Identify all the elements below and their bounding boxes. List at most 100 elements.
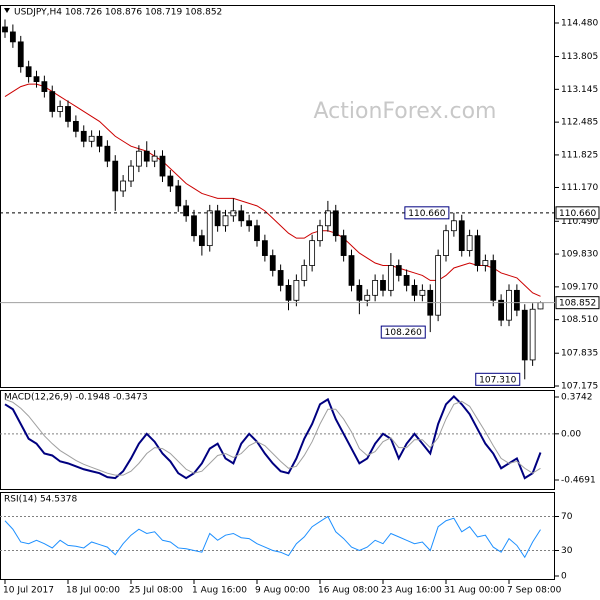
- candle-body: [332, 210, 339, 237]
- y-tick-label: -0.4691: [561, 476, 596, 486]
- candle-body: [96, 135, 103, 147]
- x-tick-label: 18 Jul 00:00: [66, 586, 120, 596]
- candle-body: [175, 185, 182, 207]
- x-tick-label: 7 Sep 08:00: [507, 586, 562, 596]
- candle-body: [498, 299, 505, 321]
- candle-body: [246, 220, 253, 227]
- candle-body: [340, 235, 347, 256]
- line-series: [4, 83, 541, 297]
- y-tick-label: 107.175: [561, 382, 598, 392]
- candle-body: [49, 91, 56, 112]
- pane-title: RSI(14) 54.5378: [4, 495, 77, 505]
- candle-body: [277, 270, 284, 286]
- candle-body: [57, 106, 64, 112]
- price-label: 110.660: [559, 209, 596, 219]
- x-tick-label: 1 Aug 16:00: [192, 586, 247, 596]
- candle-body: [513, 289, 520, 311]
- x-tick-label: 25 Jul 08:00: [129, 586, 183, 596]
- candle-body: [143, 150, 150, 162]
- candle-body: [2, 26, 8, 33]
- line-series: [4, 395, 542, 480]
- candle-body: [206, 210, 213, 247]
- candle-body: [435, 255, 442, 316]
- y-tick-label: 110.490: [561, 217, 598, 227]
- candle-body: [214, 210, 221, 227]
- candle-body: [506, 289, 512, 321]
- price-label-box: [555, 206, 600, 220]
- candle-body: [167, 175, 174, 187]
- y-tick-label: 111.825: [561, 150, 598, 160]
- y-tick-label: 30: [561, 546, 573, 556]
- candle-body: [309, 240, 316, 266]
- annotation-box: [380, 325, 426, 339]
- candle-body: [324, 210, 331, 227]
- candle-body: [285, 284, 292, 301]
- annotation-box: [475, 372, 521, 386]
- candle-body: [151, 155, 158, 162]
- annotation-label: 108.260: [385, 328, 422, 338]
- candle-body: [88, 135, 95, 142]
- annotation-label: 110.660: [408, 209, 445, 219]
- candle-body: [254, 225, 260, 242]
- candle-body: [474, 235, 481, 266]
- candle-body: [466, 235, 473, 251]
- candle-body: [25, 66, 32, 78]
- pane-frame: [0, 5, 555, 388]
- candle-body: [9, 31, 16, 43]
- x-tick-label: 10 Jul 2017: [3, 586, 54, 596]
- candle-body: [80, 130, 87, 142]
- line-series: [4, 515, 541, 559]
- candle-body: [403, 275, 410, 286]
- x-tick-label: 31 Aug 00:00: [444, 586, 505, 596]
- candle-body: [490, 260, 497, 301]
- candle-body: [198, 235, 205, 247]
- y-tick-label: 108.510: [561, 315, 598, 325]
- candle-body: [537, 302, 544, 310]
- candle-body: [120, 180, 127, 192]
- candle-body: [443, 230, 449, 256]
- candle-body: [411, 284, 418, 296]
- candle-body: [458, 220, 465, 251]
- y-tick-label: 107.835: [561, 349, 598, 359]
- candle-body: [222, 215, 229, 227]
- price-label-box: [555, 296, 600, 310]
- price-label: 108.852: [559, 299, 596, 309]
- candle-body: [356, 284, 363, 301]
- annotation-label: 107.310: [479, 375, 516, 385]
- candle-body: [261, 240, 268, 256]
- candle-body: [159, 155, 166, 177]
- candle-body: [364, 294, 371, 301]
- y-tick-label: 109.170: [561, 282, 598, 292]
- candle-body: [238, 210, 245, 222]
- candle-body: [65, 106, 71, 122]
- candle-body: [482, 260, 489, 266]
- candle-body: [112, 160, 119, 192]
- y-tick-label: 0.3742: [561, 392, 593, 402]
- y-tick-label: 113.805: [561, 52, 598, 62]
- annotation-box: [404, 206, 450, 220]
- candle-body: [17, 41, 24, 68]
- line-series: [4, 398, 541, 476]
- candle-body: [521, 309, 528, 361]
- watermark: ActionForex.com: [314, 99, 497, 124]
- candle-body: [33, 76, 40, 83]
- y-tick-label: 0: [561, 572, 567, 582]
- candle-body: [301, 265, 308, 281]
- pane-title: USDJPY,H4 108.726 108.876 108.719 108.85…: [14, 8, 222, 18]
- candle-body: [372, 280, 379, 296]
- y-tick-label: 114.480: [561, 18, 598, 28]
- pane-frame: [0, 492, 555, 580]
- pane-title: MACD(12,26,9) -0.1948 -0.3473: [4, 393, 148, 403]
- candle-body: [450, 220, 457, 232]
- pane-frame: [0, 390, 555, 490]
- candle-body: [529, 308, 536, 361]
- x-tick-label: 23 Aug 16:00: [381, 586, 442, 596]
- candle-body: [269, 255, 276, 271]
- x-tick-label: 16 Aug 08:00: [318, 586, 379, 596]
- x-tick-label: 9 Aug 00:00: [255, 586, 310, 596]
- candle-body: [191, 215, 197, 237]
- candle-body: [104, 145, 111, 162]
- candle-body: [317, 225, 323, 242]
- candle-body: [183, 205, 190, 217]
- candle-body: [135, 150, 142, 167]
